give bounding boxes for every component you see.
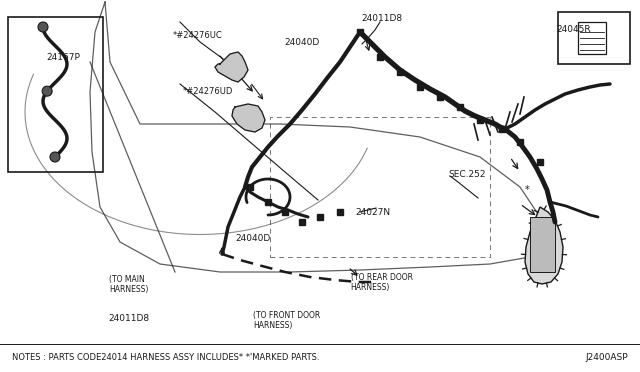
Text: (TO REAR DOOR
HARNESS): (TO REAR DOOR HARNESS): [351, 273, 413, 292]
Bar: [517, 139, 523, 145]
Text: (TO MAIN
HARNESS): (TO MAIN HARNESS): [109, 275, 148, 294]
Bar: [299, 219, 305, 225]
Circle shape: [38, 22, 48, 32]
Bar: [397, 69, 403, 75]
Text: J2400ASP: J2400ASP: [586, 353, 628, 362]
Polygon shape: [215, 52, 248, 82]
Text: 24167P: 24167P: [46, 53, 80, 62]
Bar: [357, 29, 363, 35]
Text: SEC.252: SEC.252: [448, 170, 486, 179]
Bar: [282, 209, 288, 215]
Bar: [578, 22, 606, 54]
Text: NOTES : PARTS CODE24014 HARNESS ASSY INCLUDES* *'MARKED PARTS.: NOTES : PARTS CODE24014 HARNESS ASSY INC…: [12, 353, 319, 362]
Text: 24011D8: 24011D8: [362, 14, 403, 23]
Text: *#24276UC: *#24276UC: [173, 31, 223, 40]
Text: 24027N: 24027N: [355, 208, 390, 217]
Bar: [477, 117, 483, 123]
Bar: [437, 94, 443, 100]
Text: 24045R: 24045R: [557, 25, 591, 34]
Bar: [530, 217, 555, 272]
Circle shape: [42, 86, 52, 96]
Bar: [537, 159, 543, 165]
Bar: [457, 104, 463, 110]
Bar: [337, 209, 343, 215]
Bar: [499, 126, 505, 132]
Text: (TO FRONT DOOR
HARNESS): (TO FRONT DOOR HARNESS): [253, 311, 320, 330]
Text: *#24276UD: *#24276UD: [182, 87, 233, 96]
Polygon shape: [525, 207, 563, 284]
Bar: [317, 214, 323, 220]
Text: 24040D: 24040D: [285, 38, 320, 47]
Bar: [558, 12, 630, 64]
Circle shape: [50, 152, 60, 162]
Polygon shape: [232, 104, 265, 132]
Text: 24011D8: 24011D8: [109, 314, 150, 323]
Bar: [265, 199, 271, 205]
Bar: [247, 184, 253, 190]
Bar: [417, 84, 423, 90]
Text: *: *: [525, 185, 529, 195]
Bar: [377, 54, 383, 60]
Text: 24040D: 24040D: [236, 234, 271, 243]
Bar: [8, 17, 103, 172]
